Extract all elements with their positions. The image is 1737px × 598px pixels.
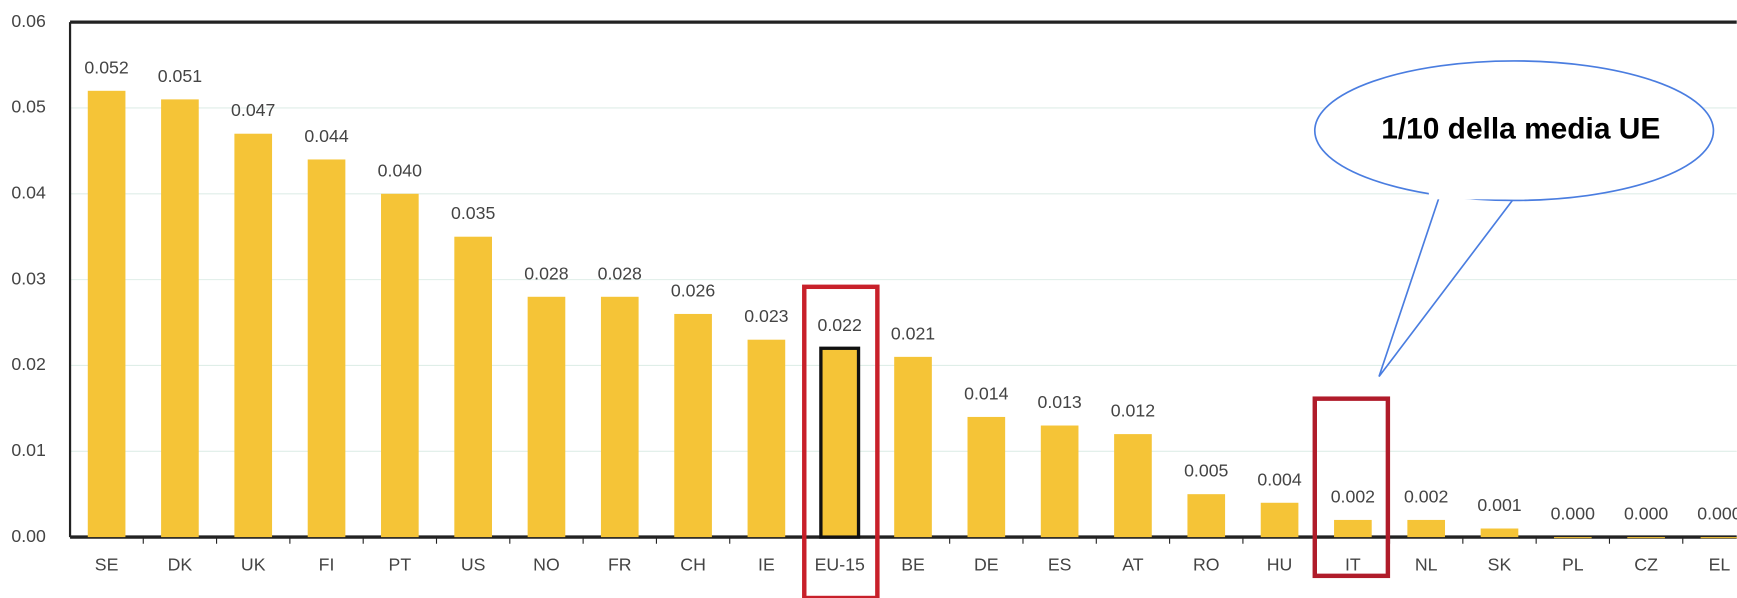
value-label: 0.005 [1184,461,1228,481]
x-tick-label: FI [319,555,335,575]
bar [1407,519,1446,538]
y-tick-label: 0.05 [11,97,46,117]
bar [454,236,492,538]
bar [1627,537,1665,539]
x-tick-label: EU-15 [815,555,865,575]
value-label: 0.000 [1551,504,1595,524]
x-tick-label: SE [95,555,119,575]
value-label: 0.012 [1111,401,1155,421]
bar [1553,537,1592,539]
value-label: 0.026 [671,280,715,300]
y-tick-label: 0.02 [11,354,45,374]
value-label: 0.051 [158,66,202,86]
value-label: 0.040 [378,160,422,180]
x-tick-label: PL [1562,555,1584,575]
x-tick-label: UK [241,555,266,575]
callout [1313,60,1715,202]
x-tick-label: DK [168,555,193,575]
bar [747,339,786,538]
bar [381,193,419,538]
value-label: 0.052 [84,57,128,77]
callout-tail [1378,187,1519,378]
value-label: 0.000 [1697,504,1737,524]
value-label: 0.028 [598,263,642,283]
value-label: 0.004 [1257,469,1301,489]
x-tick-label: IE [758,555,775,575]
bar [527,296,566,538]
y-tick-label: 0.06 [11,11,46,31]
y-tick-label: 0.03 [11,268,46,288]
value-label: 0.014 [964,383,1008,403]
x-tick-label: NO [533,555,560,575]
bar [1700,537,1737,539]
bar [1260,502,1299,538]
x-tick-label: FR [608,555,632,575]
bar [967,416,1006,538]
plot: 0.00 0.01 0.02 0.03 0.04 0.05 0.06 SE 0.052 DK 0.0… [11,11,1737,575]
bar [1187,494,1226,538]
bar [674,313,712,538]
value-label: 0.002 [1404,486,1448,506]
value-label: 0.022 [818,315,862,335]
x-tick-label: NL [1415,555,1438,575]
bar [1480,528,1519,538]
value-label: 0.047 [231,100,275,120]
bar [600,296,639,538]
x-tick-label: CZ [1634,555,1658,575]
value-label: 0.001 [1477,495,1521,515]
x-tick-label: ES [1048,555,1072,575]
x-tick-label: DE [974,555,999,575]
value-label: 0.028 [524,263,568,283]
x-tick-label: CH [680,555,706,575]
value-label: 0.044 [304,126,348,146]
x-tick-label: HU [1267,555,1293,575]
bar [1040,425,1079,538]
x-tick-label: US [461,555,486,575]
annotation: 1/10 della media UE [1381,113,1660,146]
value-label: 0.013 [1037,392,1081,412]
bar [819,346,861,539]
x-tick-label: PT [389,555,412,575]
y-tick-label: 0.04 [11,182,46,202]
bar [1334,519,1372,538]
highlight-box [1312,396,1391,579]
value-label: 0.021 [891,323,935,343]
bar [307,159,346,538]
x-tick-label: EL [1709,555,1731,575]
highlight-box [802,284,880,598]
x-tick-label: AT [1122,555,1143,575]
y-tick-label: 0.00 [11,526,46,546]
x-tick-label: BE [901,555,925,575]
bar [234,133,273,538]
bar [1114,434,1152,538]
y-tick-label: 0.01 [11,440,45,460]
value-label: 0.000 [1624,504,1668,524]
x-tick-label: SK [1488,555,1512,575]
bar [161,99,199,538]
value-label: 0.023 [744,306,788,326]
value-label: 0.035 [451,203,495,223]
callout-join [1428,188,1529,200]
value-label: 0.002 [1331,486,1375,506]
x-tick-label: RO [1193,555,1220,575]
bar [87,90,126,538]
bar [894,356,932,538]
x-tick-label: IT [1345,555,1361,575]
